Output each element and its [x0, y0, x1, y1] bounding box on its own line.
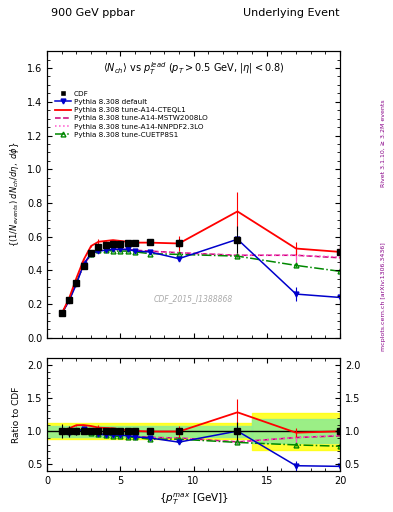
Text: $\langle N_{ch}\rangle$ vs $p_T^{lead}$ ($p_T > 0.5$ GeV, $|\eta| < 0.8$): $\langle N_{ch}\rangle$ vs $p_T^{lead}$ …: [103, 60, 284, 77]
Text: Underlying Event: Underlying Event: [243, 8, 340, 18]
Text: mcplots.cern.ch [arXiv:1306.3436]: mcplots.cern.ch [arXiv:1306.3436]: [381, 243, 386, 351]
Text: Rivet 3.1.10, ≥ 3.2M events: Rivet 3.1.10, ≥ 3.2M events: [381, 99, 386, 187]
Y-axis label: $\{(1/N_{events})\ dN_{ch}/d\eta,\ d\phi\}$: $\{(1/N_{events})\ dN_{ch}/d\eta,\ d\phi…: [8, 142, 21, 247]
Text: CDF_2015_I1388868: CDF_2015_I1388868: [154, 294, 233, 304]
Text: 900 GeV ppbar: 900 GeV ppbar: [51, 8, 135, 18]
Legend: CDF, Pythia 8.308 default, Pythia 8.308 tune-A14-CTEQL1, Pythia 8.308 tune-A14-M: CDF, Pythia 8.308 default, Pythia 8.308 …: [52, 88, 211, 141]
X-axis label: $\{p_T^{max}\ [\mathrm{GeV}]\}$: $\{p_T^{max}\ [\mathrm{GeV}]\}$: [158, 492, 229, 507]
Y-axis label: Ratio to CDF: Ratio to CDF: [12, 387, 21, 443]
